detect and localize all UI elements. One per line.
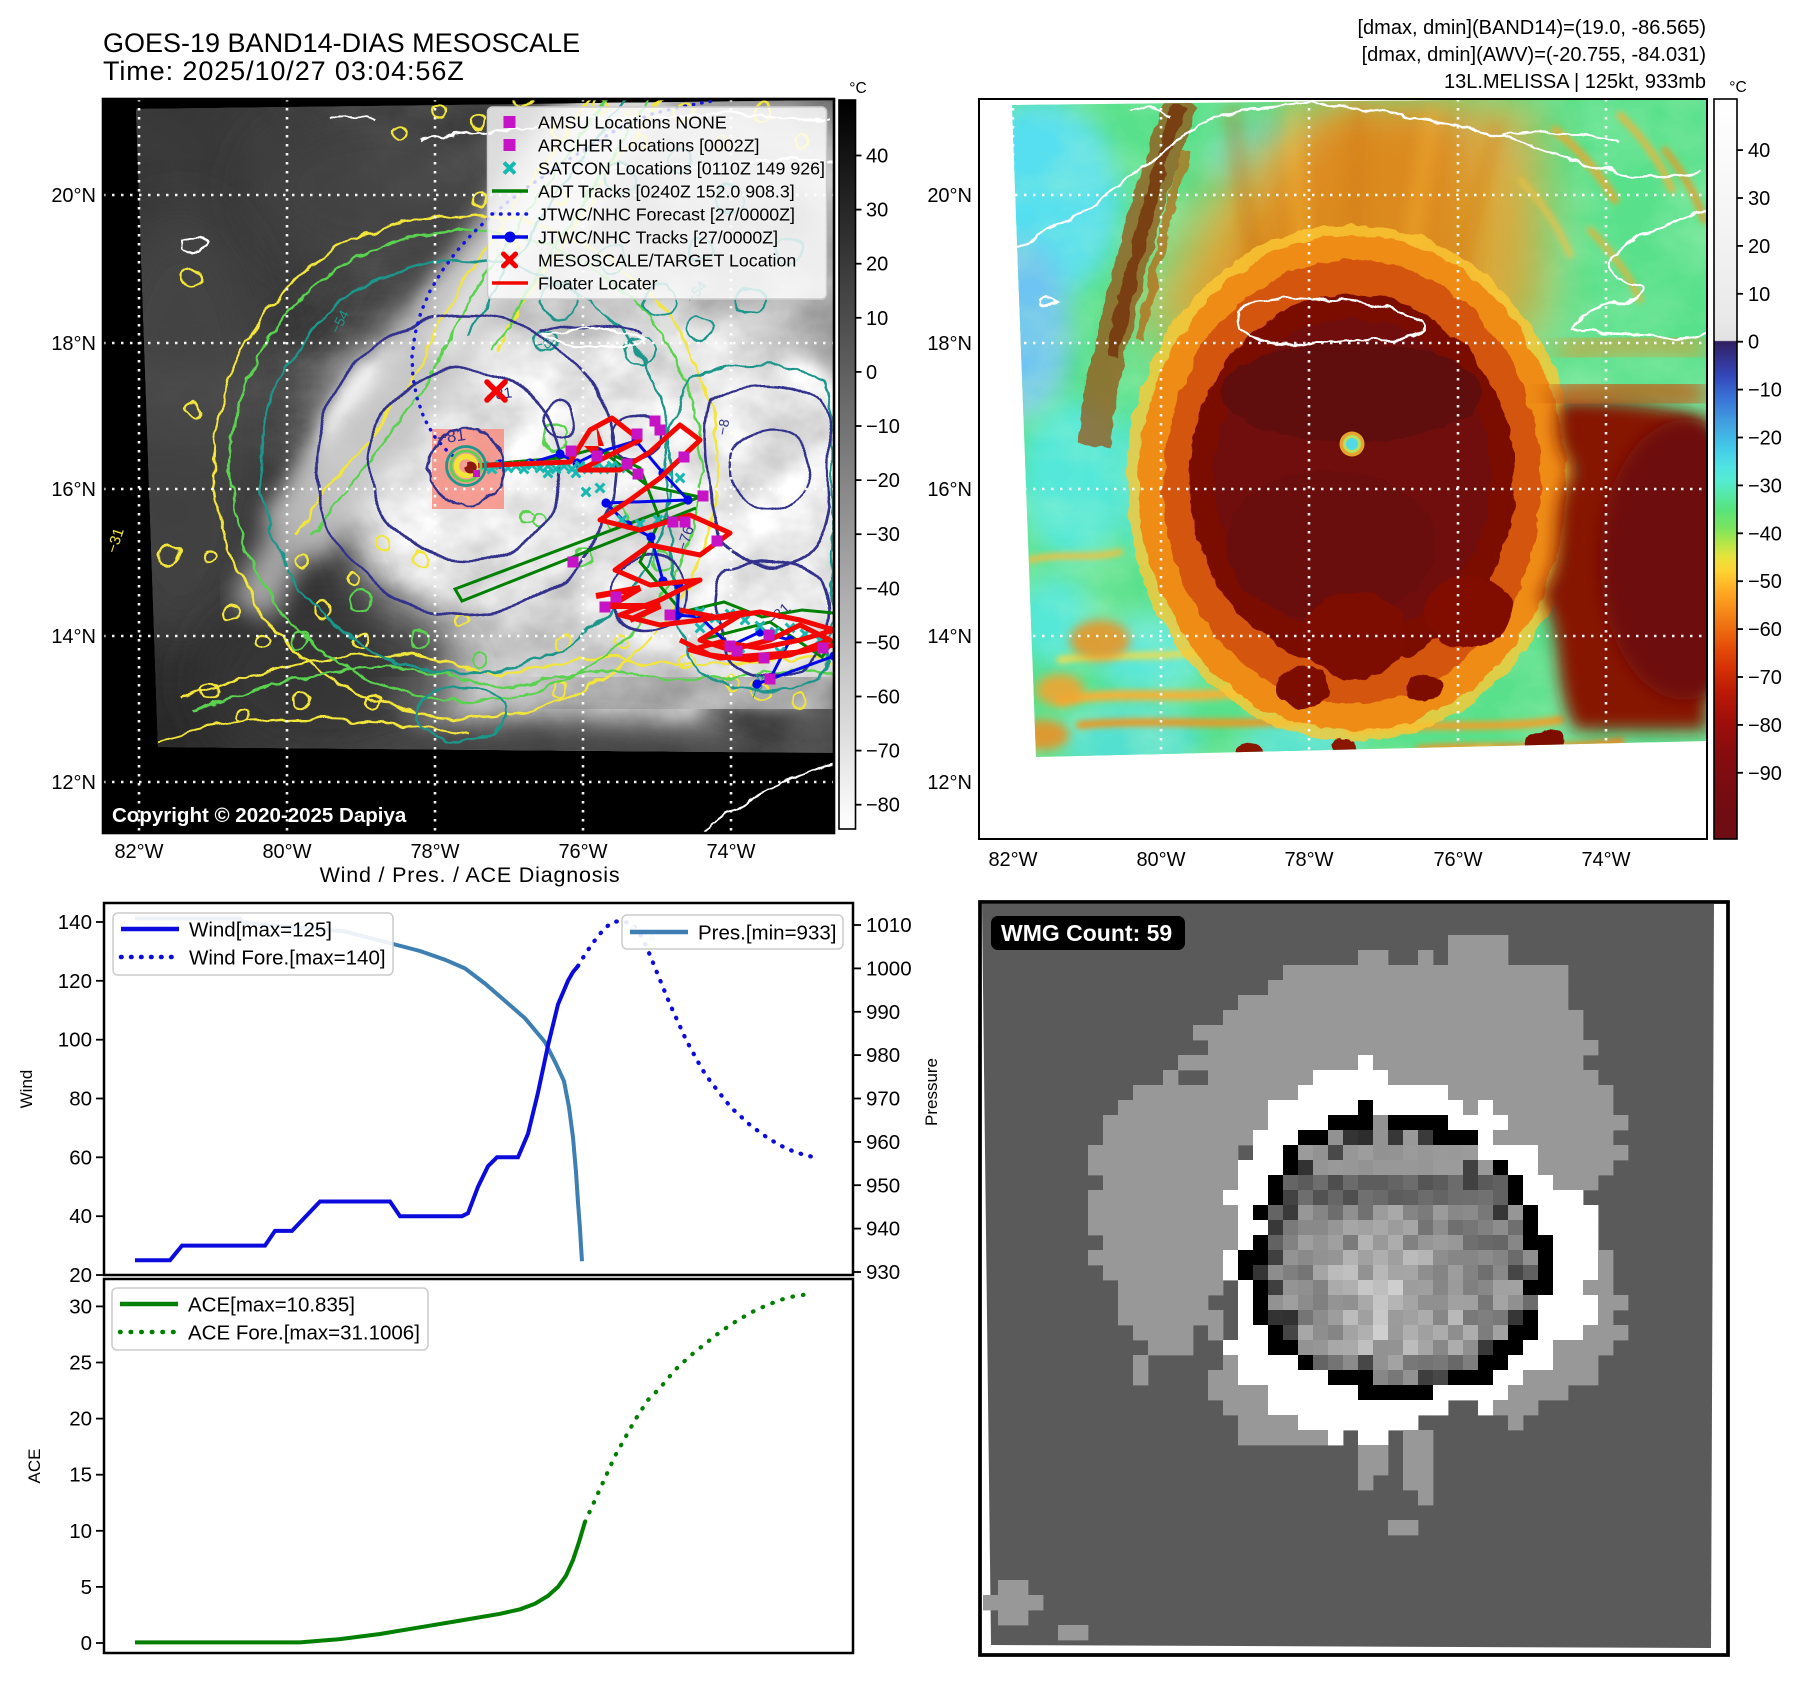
svg-text:−20: −20 [866, 470, 900, 492]
svg-text:10: 10 [866, 308, 888, 330]
svg-text:−70: −70 [866, 741, 900, 763]
svg-text:Floater Locater: Floater Locater [538, 274, 658, 294]
svg-text:−80: −80 [866, 795, 900, 817]
svg-text:[dmax, dmin](AWV)=(-20.755, -8: [dmax, dmin](AWV)=(-20.755, -84.031) [1362, 44, 1706, 66]
svg-text:AMSU Locations NONE: AMSU Locations NONE [538, 113, 727, 133]
svg-text:−60: −60 [866, 687, 900, 709]
svg-text:10: 10 [69, 1520, 92, 1543]
svg-text:60: 60 [69, 1146, 92, 1169]
svg-text:40: 40 [69, 1205, 92, 1228]
svg-text:20: 20 [69, 1264, 92, 1287]
svg-text:970: 970 [866, 1088, 900, 1111]
svg-text:14°N: 14°N [927, 626, 972, 648]
svg-text:82°W: 82°W [988, 849, 1037, 871]
svg-text:GOES-19 BAND14-DIAS MESOSCALE: GOES-19 BAND14-DIAS MESOSCALE [103, 28, 580, 58]
svg-text:1000: 1000 [866, 957, 912, 980]
svg-text:Pres.[min=933]: Pres.[min=933] [698, 922, 836, 945]
svg-text:Wind[max=125]: Wind[max=125] [189, 919, 332, 942]
svg-text:80°W: 80°W [1136, 849, 1185, 871]
svg-text:20°N: 20°N [927, 185, 972, 207]
svg-text:−70: −70 [1748, 667, 1782, 689]
svg-text:100: 100 [58, 1029, 92, 1052]
svg-text:°C: °C [849, 80, 866, 97]
svg-text:82°W: 82°W [114, 841, 163, 863]
svg-text:°C: °C [1729, 79, 1746, 96]
svg-text:78°W: 78°W [1284, 849, 1333, 871]
svg-text:−20: −20 [1748, 428, 1782, 450]
svg-text:WMG Count: 59: WMG Count: 59 [1001, 920, 1172, 946]
svg-text:20: 20 [866, 254, 888, 276]
svg-text:−40: −40 [866, 578, 900, 600]
svg-text:74°W: 74°W [1581, 849, 1630, 871]
svg-text:Wind / Pres. / ACE Diagnosis: Wind / Pres. / ACE Diagnosis [320, 863, 621, 887]
svg-text:940: 940 [866, 1218, 900, 1241]
svg-text:80: 80 [69, 1088, 92, 1111]
svg-text:ACE: ACE [25, 1449, 44, 1484]
svg-text:−8: −8 [714, 418, 733, 437]
svg-text:40: 40 [866, 146, 888, 168]
svg-text:40: 40 [1748, 140, 1770, 162]
svg-text:80°W: 80°W [262, 841, 311, 863]
svg-text:120: 120 [58, 970, 92, 993]
svg-text:950: 950 [866, 1174, 900, 1197]
svg-text:Pressure: Pressure [922, 1058, 941, 1126]
svg-text:20: 20 [69, 1408, 92, 1431]
svg-text:14°N: 14°N [51, 626, 96, 648]
svg-text:16°N: 16°N [51, 479, 96, 501]
svg-text:12°N: 12°N [927, 772, 972, 794]
svg-text:ACE[max=10.835]: ACE[max=10.835] [188, 1294, 355, 1317]
svg-text:20: 20 [1748, 236, 1770, 258]
svg-text:−50: −50 [1748, 571, 1782, 593]
svg-text:0: 0 [1748, 332, 1759, 354]
svg-text:140: 140 [58, 911, 92, 934]
svg-text:−30: −30 [866, 524, 900, 546]
svg-text:20°N: 20°N [51, 185, 96, 207]
svg-text:−40: −40 [1748, 523, 1782, 545]
svg-text:MESOSCALE/TARGET Location: MESOSCALE/TARGET Location [538, 251, 796, 271]
svg-text:18°N: 18°N [51, 333, 96, 355]
svg-text:ACE Fore.[max=31.1006]: ACE Fore.[max=31.1006] [188, 1322, 420, 1345]
svg-text:Copyright © 2020-2025 Dapiya: Copyright © 2020-2025 Dapiya [112, 804, 407, 827]
svg-text:12°N: 12°N [51, 772, 96, 794]
svg-text:−10: −10 [866, 416, 900, 438]
svg-text:78°W: 78°W [410, 841, 459, 863]
svg-text:0: 0 [81, 1632, 92, 1655]
svg-text:Wind: Wind [17, 1070, 36, 1109]
svg-text:960: 960 [866, 1131, 900, 1154]
svg-text:13L.MELISSA | 125kt, 933mb: 13L.MELISSA | 125kt, 933mb [1444, 71, 1706, 93]
svg-text:ARCHER Locations [0002Z]: ARCHER Locations [0002Z] [538, 136, 759, 156]
svg-text:980: 980 [866, 1044, 900, 1067]
svg-text:30: 30 [1748, 188, 1770, 210]
svg-text:−90: −90 [1748, 763, 1782, 785]
svg-text:Time: 2025/10/27 03:04:56Z: Time: 2025/10/27 03:04:56Z [103, 56, 465, 86]
svg-text:[dmax, dmin](BAND14)=(19.0, -8: [dmax, dmin](BAND14)=(19.0, -86.565) [1358, 17, 1707, 39]
svg-text:76°W: 76°W [1433, 849, 1482, 871]
svg-text:−30: −30 [1748, 475, 1782, 497]
svg-text:16°N: 16°N [927, 479, 972, 501]
svg-text:15: 15 [69, 1464, 92, 1487]
svg-text:Wind Fore.[max=140]: Wind Fore.[max=140] [189, 947, 386, 970]
svg-text:76°W: 76°W [558, 841, 607, 863]
svg-text:−81: −81 [436, 425, 467, 448]
svg-text:5: 5 [81, 1576, 92, 1599]
svg-text:1010: 1010 [866, 914, 912, 937]
svg-text:−80: −80 [1748, 715, 1782, 737]
svg-text:18°N: 18°N [927, 333, 972, 355]
svg-text:30: 30 [69, 1295, 92, 1318]
svg-text:930: 930 [866, 1261, 900, 1284]
svg-text:25: 25 [69, 1352, 92, 1375]
svg-text:−60: −60 [1748, 619, 1782, 641]
svg-text:−50: −50 [866, 632, 900, 654]
svg-text:30: 30 [866, 200, 888, 222]
svg-text:JTWC/NHC Forecast [27/0000Z]: JTWC/NHC Forecast [27/0000Z] [538, 205, 795, 225]
svg-text:74°W: 74°W [706, 841, 755, 863]
svg-text:ADT Tracks [0240Z 152.0 908.3]: ADT Tracks [0240Z 152.0 908.3] [538, 182, 795, 202]
svg-text:990: 990 [866, 1001, 900, 1024]
svg-text:SATCON Locations [0110Z 149 92: SATCON Locations [0110Z 149 926] [538, 159, 825, 179]
svg-text:−10: −10 [1748, 380, 1782, 402]
svg-text:0: 0 [866, 362, 877, 384]
svg-text:10: 10 [1748, 284, 1770, 306]
svg-text:JTWC/NHC Tracks [27/0000Z]: JTWC/NHC Tracks [27/0000Z] [538, 228, 778, 248]
